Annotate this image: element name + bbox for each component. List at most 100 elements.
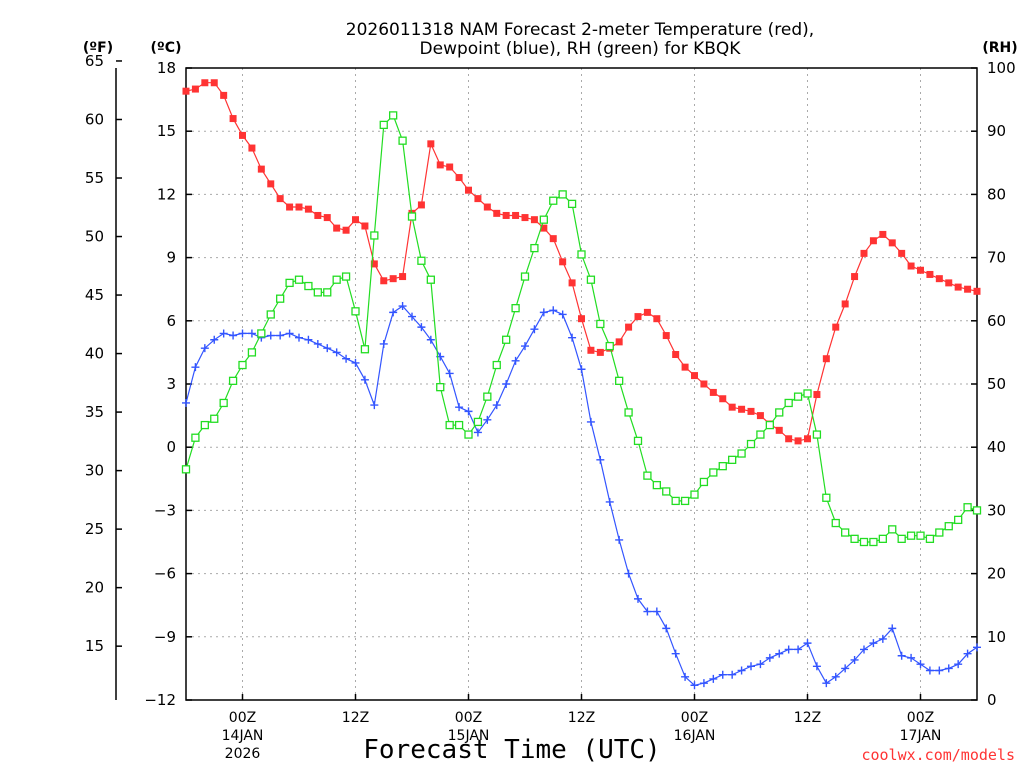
- dewpoint-point: [775, 649, 784, 658]
- dewpoint-point: [586, 417, 595, 426]
- x-tick-label: 12Z: [568, 710, 595, 726]
- dewpoint-point: [455, 403, 464, 412]
- rh-tick-label: 60: [987, 312, 1006, 330]
- rh-point: [728, 455, 737, 464]
- dewpoint-point: [850, 655, 859, 664]
- celsius-tick-label: 0: [166, 438, 176, 456]
- chart-title-line2: Dewpoint (blue), RH (green) for KBQK: [420, 39, 742, 59]
- rh-point: [257, 329, 266, 338]
- dewpoint-point: [888, 624, 897, 633]
- rh-point: [944, 522, 953, 531]
- rh-point: [954, 515, 963, 525]
- dewpoint-point: [200, 344, 209, 353]
- rh-point: [483, 392, 492, 401]
- dewpoint-point: [822, 679, 831, 688]
- rh-point: [690, 490, 699, 499]
- dewpoint-point: [812, 662, 821, 671]
- dewpoint-point: [652, 607, 661, 616]
- rh-tick-label: 50: [987, 375, 1006, 393]
- rh-point: [341, 272, 351, 281]
- fahrenheit-tick-label: 25: [85, 520, 104, 538]
- rh-point: [407, 212, 417, 221]
- fahrenheit-tick-label: 50: [85, 228, 104, 246]
- rh-point: [313, 288, 322, 297]
- dewpoint-point: [276, 331, 285, 340]
- rh-point: [615, 376, 624, 385]
- rh-point: [756, 430, 765, 439]
- temperature-point: [954, 283, 962, 291]
- temperature-point: [643, 308, 651, 316]
- celsius-tick-label: 9: [166, 249, 176, 267]
- dewpoint-point: [643, 607, 652, 616]
- temperature-point: [417, 201, 425, 209]
- fahrenheit-tick-label: 55: [85, 169, 104, 187]
- dewpoint-point: [577, 365, 586, 374]
- rh-point: [586, 275, 596, 284]
- dewpoint-point: [907, 653, 916, 662]
- dewpoint-point: [539, 308, 548, 317]
- temperature-point: [869, 237, 877, 245]
- rh-point: [906, 531, 916, 540]
- dewpoint-point: [558, 310, 567, 319]
- temperature-point: [304, 205, 312, 213]
- rh-tick-label: 100: [987, 59, 1016, 77]
- rh-point: [972, 506, 982, 515]
- dewpoint-point: [351, 358, 360, 367]
- dewpoint-point: [973, 643, 981, 652]
- temperature-point: [323, 214, 331, 222]
- rh-point: [718, 462, 727, 471]
- dewpoint-point: [266, 331, 275, 340]
- dewpoint-point: [963, 649, 972, 658]
- dewpoint-point: [502, 380, 511, 388]
- dewpoint-point: [954, 660, 963, 669]
- temperature-point: [719, 395, 727, 403]
- dewpoint-point: [878, 634, 887, 643]
- x-tick-date-label: 15JAN: [448, 728, 490, 744]
- temperature-point: [342, 226, 350, 234]
- rh-point: [219, 398, 228, 408]
- celsius-tick-label: 18: [157, 59, 176, 77]
- temperature-point: [964, 285, 972, 293]
- temperature-point: [210, 79, 218, 87]
- rh-point: [323, 288, 332, 297]
- dewpoint-point: [238, 329, 247, 338]
- rh-point: [389, 111, 398, 120]
- rh-point: [511, 304, 520, 313]
- dewpoint-point: [229, 331, 238, 340]
- credit-link[interactable]: coolwx.com/models: [861, 746, 1015, 764]
- rh-point: [935, 528, 944, 537]
- dewpoint-point: [313, 339, 322, 348]
- dewpoint-point: [690, 681, 699, 690]
- dewpoint-point: [464, 407, 473, 416]
- rh-tick-label: 70: [987, 249, 1006, 267]
- fahrenheit-tick-label: 40: [85, 345, 104, 363]
- dewpoint-point: [511, 356, 520, 365]
- rh-point: [370, 231, 379, 240]
- temperature-point: [191, 85, 199, 93]
- dewpoint-point: [332, 348, 341, 357]
- rh-point: [699, 477, 709, 487]
- temperature-point: [709, 388, 717, 396]
- dewpoint-point: [869, 639, 878, 648]
- temperature-point: [662, 332, 670, 340]
- rh-point: [285, 278, 294, 288]
- temperature-point: [352, 216, 359, 224]
- dewpoint-point: [925, 666, 934, 675]
- dewpoint-point: [671, 649, 680, 658]
- fahrenheit-tick-label: 60: [85, 110, 104, 128]
- dewpoint-point: [417, 323, 426, 332]
- dewpoint-point: [765, 653, 774, 662]
- dewpoint-point: [492, 401, 501, 410]
- temperature-point: [380, 277, 388, 285]
- dewpoint-point: [445, 369, 454, 378]
- rh-point: [822, 493, 831, 502]
- temperature-point: [907, 262, 915, 270]
- rh-point: [671, 496, 680, 506]
- temperature-point: [549, 235, 557, 243]
- x-tick-year-label: 2026: [225, 746, 261, 762]
- temperature-point: [248, 144, 256, 152]
- rh-point: [812, 430, 822, 439]
- series-dewpoint: [182, 302, 981, 690]
- rh-point: [916, 531, 925, 540]
- temperature-point: [239, 131, 246, 139]
